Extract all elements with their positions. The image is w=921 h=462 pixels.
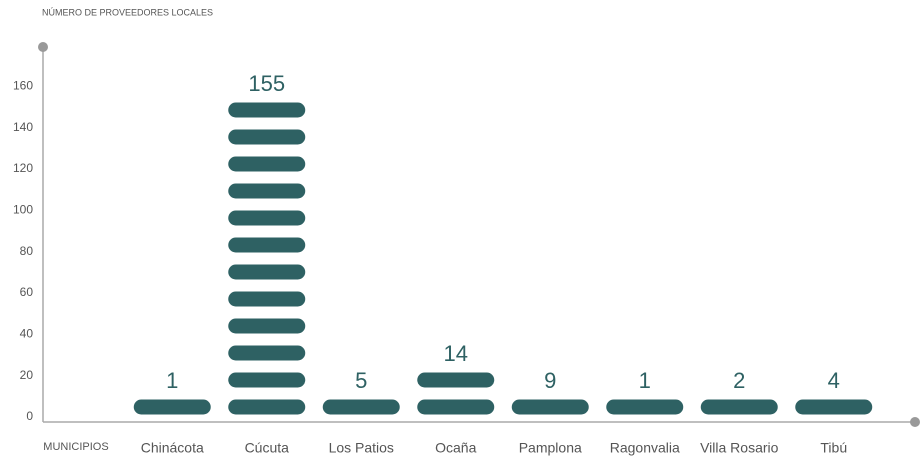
x-tick-label: Villa Rosario <box>700 440 779 456</box>
y-axis-end <box>38 42 48 52</box>
bar-pill <box>417 399 495 415</box>
x-axis-end <box>910 417 920 427</box>
bar-pill <box>228 318 306 334</box>
y-tick-label: 0 <box>26 409 33 423</box>
bar <box>133 399 211 415</box>
bar-pill <box>417 372 495 388</box>
bar-pill <box>228 129 306 145</box>
bar-pill <box>228 264 306 280</box>
bar <box>795 399 873 415</box>
y-tick-label: 160 <box>13 79 33 93</box>
y-tick-label: 60 <box>20 285 34 299</box>
bar-pill <box>228 156 306 172</box>
value-label: 9 <box>544 368 556 393</box>
bar-pill <box>606 399 684 415</box>
bar-pill <box>228 345 306 361</box>
y-tick-label: 40 <box>20 327 34 341</box>
y-tick-label: 140 <box>13 120 33 134</box>
bar-pill <box>228 291 306 307</box>
x-tick-label: Ocaña <box>435 440 476 456</box>
value-label: 4 <box>828 368 840 393</box>
value-label: 2 <box>733 368 745 393</box>
bar <box>700 399 778 415</box>
bar <box>322 399 400 415</box>
bar-pill <box>511 399 589 415</box>
x-tick-label: Ragonvalia <box>610 440 680 456</box>
x-axis-label: MUNICIPIOS <box>43 441 108 453</box>
bar-pill <box>228 399 306 415</box>
x-tick-label: Tibú <box>820 440 847 456</box>
bar-pill <box>228 372 306 388</box>
bar-pill <box>322 399 400 415</box>
x-tick-label: Pamplona <box>519 440 582 456</box>
bar-pill <box>795 399 873 415</box>
y-tick-label: 120 <box>13 161 33 175</box>
chart-title: NÚMERO DE PROVEEDORES LOCALES <box>42 7 213 17</box>
bar-pill <box>228 102 306 118</box>
value-label: 1 <box>166 368 178 393</box>
y-tick-label: 20 <box>20 368 34 382</box>
y-tick-label: 100 <box>13 203 33 217</box>
x-tick-label: Los Patios <box>329 440 394 456</box>
value-label: 155 <box>248 71 285 96</box>
value-label: 5 <box>355 368 367 393</box>
bar-pill <box>228 210 306 226</box>
bar <box>417 372 495 415</box>
bar <box>228 102 306 415</box>
x-tick-label: Chinácota <box>141 440 204 456</box>
bar-pill <box>133 399 211 415</box>
bar <box>606 399 684 415</box>
bar-pill <box>700 399 778 415</box>
y-tick-label: 80 <box>20 244 34 258</box>
value-label: 1 <box>639 368 651 393</box>
value-label: 14 <box>444 341 468 366</box>
bar-pill <box>228 183 306 199</box>
bar-pill <box>228 237 306 253</box>
bar <box>511 399 589 415</box>
x-tick-label: Cúcuta <box>245 440 290 456</box>
